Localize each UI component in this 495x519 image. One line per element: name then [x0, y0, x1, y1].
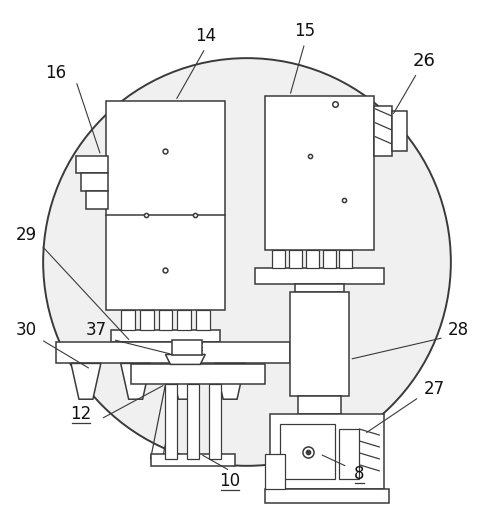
Bar [81, 173, 108, 192]
Bar [280, 424, 335, 479]
Bar [295, 284, 345, 292]
Bar [111, 330, 220, 342]
Bar [323, 250, 336, 268]
Bar [272, 250, 285, 268]
Bar [265, 96, 374, 250]
Text: 8: 8 [354, 465, 365, 483]
Bar [86, 192, 108, 209]
Bar [187, 384, 199, 459]
Text: 28: 28 [448, 321, 469, 338]
Circle shape [43, 58, 451, 466]
Polygon shape [165, 354, 205, 364]
Text: 30: 30 [16, 321, 37, 338]
Text: 14: 14 [195, 28, 216, 45]
Polygon shape [121, 363, 150, 399]
Bar [270, 414, 384, 489]
Bar [121, 310, 135, 330]
Bar [255, 268, 384, 284]
Bar [297, 396, 342, 414]
Bar [340, 429, 359, 479]
Text: 16: 16 [46, 64, 67, 82]
Text: 10: 10 [220, 472, 241, 490]
Bar [209, 384, 221, 459]
Bar [392, 111, 407, 151]
Text: 29: 29 [16, 226, 37, 244]
Text: 12: 12 [70, 405, 92, 423]
Bar [177, 310, 191, 330]
Text: 27: 27 [423, 380, 445, 398]
Bar [172, 339, 202, 356]
Bar [150, 454, 235, 466]
Bar [140, 310, 153, 330]
Bar [290, 292, 349, 396]
Text: 26: 26 [412, 52, 436, 70]
Bar [265, 489, 389, 502]
Bar [306, 250, 319, 268]
Text: 37: 37 [85, 321, 106, 338]
Bar [165, 384, 177, 459]
Bar [289, 250, 301, 268]
Bar [158, 310, 172, 330]
Bar [374, 106, 392, 156]
Bar [56, 342, 290, 363]
Bar [197, 310, 210, 330]
Bar [265, 454, 285, 489]
Text: 15: 15 [294, 22, 315, 40]
Bar [340, 250, 352, 268]
Polygon shape [170, 363, 200, 399]
Polygon shape [71, 363, 101, 399]
Bar [131, 364, 265, 384]
Bar [76, 156, 108, 173]
Bar [106, 101, 225, 310]
Polygon shape [215, 363, 245, 399]
